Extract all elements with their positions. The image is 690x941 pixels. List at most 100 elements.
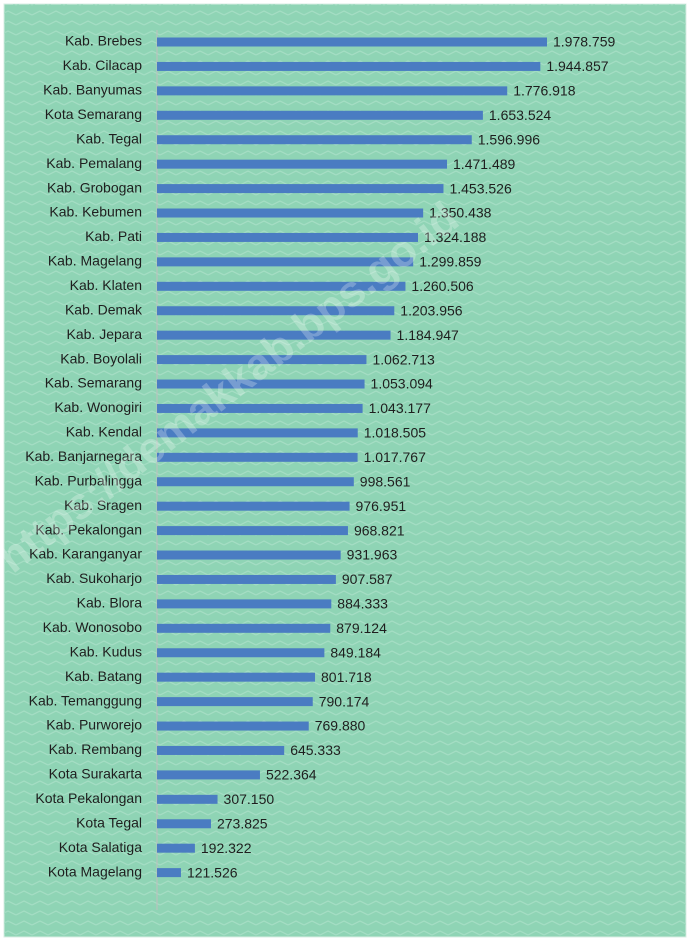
value-label: 931.963: [347, 547, 398, 563]
category-label: Kab. Cilacap: [63, 57, 143, 73]
category-label: Kab. Tegal: [76, 130, 142, 146]
category-label: Kab. Banjarnegara: [25, 448, 142, 464]
value-label: 1.062.713: [372, 351, 434, 367]
bar: [157, 843, 195, 853]
category-label: Kota Semarang: [45, 106, 142, 122]
background-pattern: [4, 4, 686, 937]
bar: [157, 501, 350, 511]
value-label: 801.718: [321, 669, 372, 685]
bar: [157, 819, 211, 829]
value-label: 1.350.438: [429, 205, 491, 221]
bar: [157, 428, 358, 438]
bar: [157, 330, 391, 340]
bar: [157, 599, 332, 609]
value-label: 1.653.524: [489, 107, 551, 123]
bar: [157, 86, 508, 96]
bar: [157, 379, 365, 389]
value-label: 1.053.094: [371, 376, 433, 392]
value-label: 790.174: [319, 693, 370, 709]
value-label: 192.322: [201, 840, 252, 856]
category-label: Kab. Sukoharjo: [46, 570, 142, 586]
category-label: Kab. Banyumas: [43, 82, 142, 98]
value-label: 1.203.956: [400, 302, 462, 318]
value-label: 884.333: [337, 596, 388, 612]
bar: [157, 526, 348, 536]
bar: [157, 61, 541, 71]
category-label: Kota Pekalongan: [35, 790, 142, 806]
category-label: Kota Tegal: [76, 814, 142, 830]
category-label: Kab. Klaten: [70, 277, 142, 293]
bar: [157, 184, 444, 194]
category-label: Kab. Rembang: [49, 741, 142, 757]
bar: [157, 648, 325, 658]
value-label: 1.324.188: [424, 229, 486, 245]
value-label: 998.561: [360, 473, 411, 489]
bar: [157, 794, 218, 804]
bar: [157, 208, 424, 218]
value-label: 645.333: [290, 742, 341, 758]
bar: [157, 550, 341, 560]
value-label: 121.526: [187, 864, 238, 880]
category-label: Kab. Pemalang: [46, 155, 142, 171]
category-label: Kota Surakarta: [49, 766, 143, 782]
category-label: Kab. Wonosobo: [43, 619, 143, 635]
value-label: 307.150: [224, 791, 275, 807]
category-label: Kab. Kebumen: [49, 204, 142, 220]
bar: [157, 232, 418, 242]
bar: [157, 355, 367, 365]
value-label: 1.043.177: [369, 400, 431, 416]
value-label: 1.299.859: [419, 254, 481, 270]
bar: [157, 623, 331, 633]
category-label: Kab. Wonogiri: [54, 399, 142, 415]
value-label: 879.124: [336, 620, 387, 636]
value-label: 273.825: [217, 815, 268, 831]
bar: [157, 574, 336, 584]
category-label: Kab. Magelang: [48, 253, 142, 269]
bar: [157, 281, 406, 291]
bar: [157, 452, 358, 462]
value-label: 907.587: [342, 571, 393, 587]
category-label: Kab. Pekalongan: [35, 521, 142, 537]
value-label: 522.364: [266, 767, 317, 783]
bar: [157, 672, 316, 682]
value-label: 1.260.506: [411, 278, 473, 294]
value-label: 1.018.505: [364, 425, 426, 441]
category-label: Kab. Kudus: [70, 643, 142, 659]
value-label: 1.471.489: [453, 156, 515, 172]
category-label: Kab. Demak: [65, 301, 143, 317]
value-label: 769.880: [315, 718, 366, 734]
bar: [157, 868, 181, 878]
value-label: 1.017.767: [364, 449, 426, 465]
value-label: 968.821: [354, 522, 405, 538]
bar: [157, 159, 448, 169]
category-label: Kab. Purbalingga: [35, 472, 143, 488]
category-label: Kab. Boyolali: [60, 350, 142, 366]
value-label: 1.184.947: [397, 327, 459, 343]
bar: [157, 770, 260, 780]
value-label: 1.944.857: [546, 58, 608, 74]
bar: [157, 306, 395, 316]
value-label: 976.951: [356, 498, 407, 514]
value-label: 1.978.759: [553, 34, 615, 50]
category-label: Kota Magelang: [48, 863, 142, 879]
category-label: Kota Salatiga: [59, 839, 142, 855]
category-label: Kab. Batang: [65, 668, 142, 684]
category-label: Kab. Brebes: [65, 33, 142, 49]
category-label: Kab. Sragen: [64, 497, 142, 513]
category-label: Kab. Blora: [77, 595, 143, 611]
category-label: Kab. Karanganyar: [29, 546, 142, 562]
category-label: Kab. Purworejo: [46, 717, 142, 733]
bar: [157, 37, 547, 47]
value-label: 849.184: [330, 644, 381, 660]
category-label: Kab. Jepara: [67, 326, 143, 342]
bar: [157, 257, 414, 267]
bar: [157, 721, 309, 731]
bar: [157, 477, 354, 487]
category-label: Kab. Grobogan: [47, 179, 142, 195]
category-label: Kab. Pati: [85, 228, 142, 244]
category-label: Kab. Semarang: [45, 375, 142, 391]
value-label: 1.453.526: [449, 180, 511, 196]
bar: [157, 403, 363, 413]
category-label: Kab. Kendal: [66, 424, 142, 440]
